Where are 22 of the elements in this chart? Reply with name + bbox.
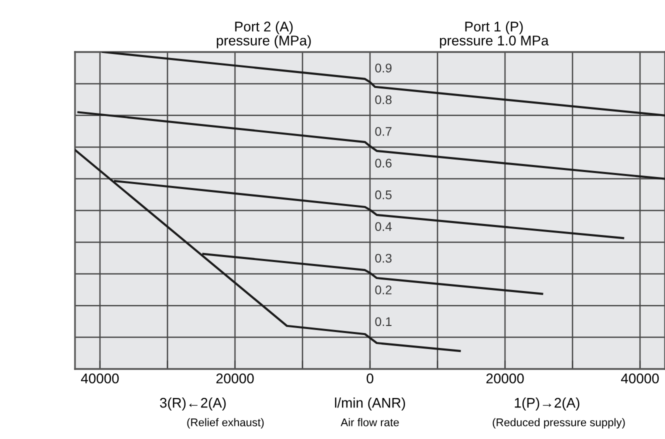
- text: 1(P)→2(A): [514, 398, 580, 410]
- annotation: 0.9: [375, 64, 392, 72]
- text: Air flow rate: [340, 418, 399, 426]
- text: Port 2 (A) pressure (MPa): [216, 21, 311, 48]
- text: (Reduced pressure supply): [492, 418, 625, 428]
- annotation: 0.5: [375, 190, 392, 200]
- annotation: 0.3: [375, 254, 392, 263]
- annotation: 0.6: [375, 158, 392, 168]
- x-axis-title: l/min (ANR): [335, 398, 406, 410]
- annotation: 0.4: [375, 222, 392, 231]
- text: Port 1 (P) pressure 1.0 MPa: [440, 21, 549, 48]
- x-tick-label: 40000: [621, 374, 659, 384]
- annotation: 0.7: [375, 127, 392, 136]
- annotation: 0.1: [375, 317, 392, 326]
- annotation: 0.8: [375, 95, 392, 104]
- text: (Relief exhaust): [187, 418, 264, 428]
- x-tick-label: 40000: [80, 374, 119, 384]
- x-tick-label: 20000: [486, 374, 524, 384]
- x-tick-label: 20000: [216, 374, 254, 384]
- annotation: 0.2: [375, 286, 392, 294]
- text: 3(R)←2(A): [160, 398, 226, 410]
- x-tick-label: 0: [366, 374, 374, 384]
